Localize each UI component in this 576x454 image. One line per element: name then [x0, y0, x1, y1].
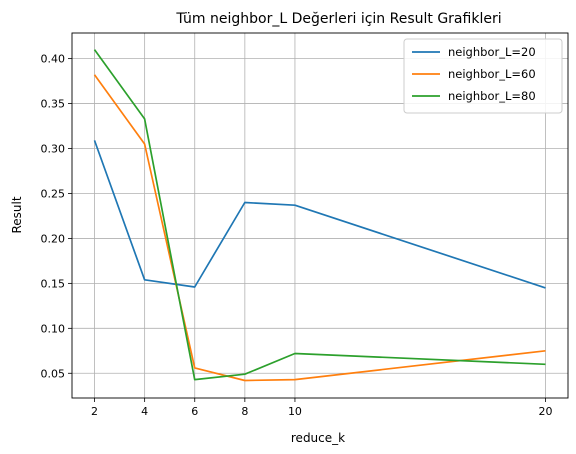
series-lines — [93, 49, 546, 382]
y-axis-label: Result — [10, 196, 24, 233]
y-axis: 0.05 0.10 0.15 0.20 0.25 0.30 0.35 0.40 — [41, 53, 72, 380]
legend: neighbor_L=20 neighbor_L=60 neighbor_L=80 — [403, 38, 563, 114]
legend-label: neighbor_L=20 — [448, 45, 536, 59]
plot-frame — [71, 32, 569, 399]
x-tick-label: 10 — [288, 405, 302, 418]
series-line-1 — [93, 140, 546, 289]
y-tick-label: 0.10 — [41, 322, 66, 335]
y-tick-label: 0.15 — [41, 277, 66, 290]
x-tick-label: 20 — [538, 405, 552, 418]
legend-label: neighbor_L=80 — [448, 89, 536, 103]
y-tick-label: 0.35 — [41, 98, 66, 111]
legend-box — [403, 38, 563, 114]
x-tick-label: 8 — [241, 405, 248, 418]
x-tick-label: 4 — [141, 405, 148, 418]
x-axis: 2 4 6 8 10 20 — [91, 398, 552, 418]
y-tick-label: 0.05 — [41, 367, 66, 380]
chart-title: Tüm neighbor_L Değerleri için Result Gra… — [175, 11, 501, 27]
x-tick-label: 6 — [191, 405, 198, 418]
y-tick-label: 0.30 — [41, 143, 66, 156]
x-axis-label: reduce_k — [291, 431, 345, 445]
y-tick-label: 0.40 — [41, 53, 66, 66]
series-line-2 — [93, 74, 546, 382]
series-line-3 — [93, 49, 546, 381]
x-tick-label: 2 — [91, 405, 98, 418]
y-tick-label: 0.20 — [41, 232, 66, 245]
legend-label: neighbor_L=60 — [448, 67, 536, 81]
y-tick-label: 0.25 — [41, 187, 66, 200]
grid — [72, 33, 568, 398]
